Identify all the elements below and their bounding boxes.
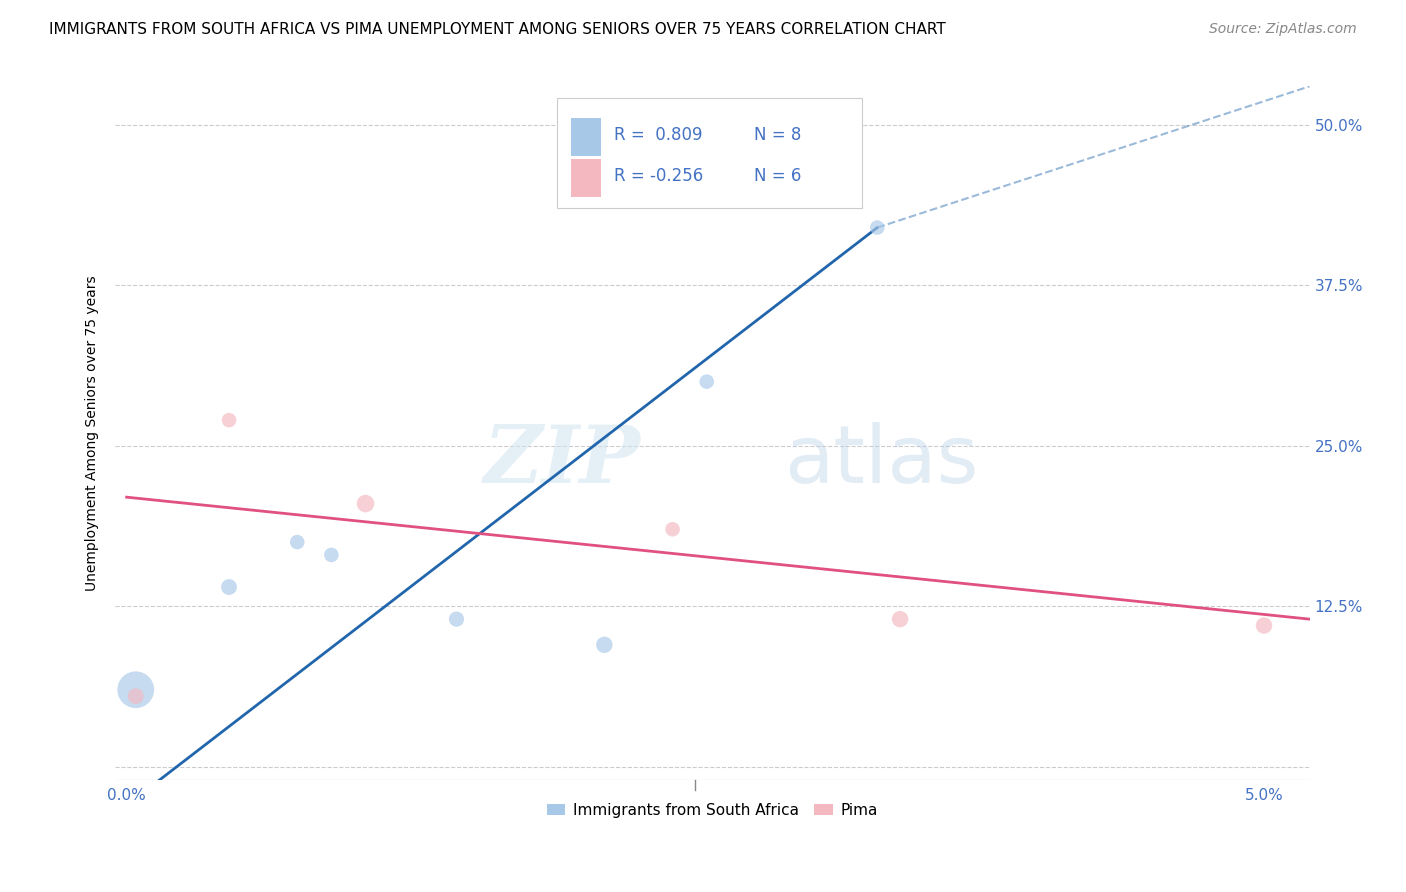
Point (866, 220, 889, 235)
Point (696, 375, 718, 389)
Text: Source: ZipAtlas.com: Source: ZipAtlas.com (1209, 22, 1357, 37)
Point (285, 535, 308, 549)
Legend: Immigrants from South Africa, Pima: Immigrants from South Africa, Pima (541, 797, 884, 824)
Point (661, 522, 683, 536)
Point (125, 682, 148, 697)
Point (446, 612, 468, 626)
Point (218, 413, 240, 427)
Text: R =  0.809: R = 0.809 (614, 126, 703, 144)
Text: N = 6: N = 6 (754, 168, 801, 186)
Text: atlas: atlas (785, 422, 979, 500)
Bar (571, 159, 602, 197)
Text: ZIP: ZIP (484, 422, 641, 500)
Point (125, 689, 148, 703)
FancyBboxPatch shape (557, 98, 862, 208)
Bar (571, 118, 602, 156)
Text: N = 8: N = 8 (754, 126, 801, 144)
Y-axis label: Unemployment Among Seniors over 75 years: Unemployment Among Seniors over 75 years (86, 275, 100, 591)
Point (1253, 618, 1275, 632)
Point (321, 548, 343, 562)
Point (354, 497, 377, 511)
Point (593, 638, 616, 652)
Text: R = -0.256: R = -0.256 (614, 168, 704, 186)
Text: IMMIGRANTS FROM SOUTH AFRICA VS PIMA UNEMPLOYMENT AMONG SENIORS OVER 75 YEARS CO: IMMIGRANTS FROM SOUTH AFRICA VS PIMA UNE… (49, 22, 946, 37)
Point (889, 612, 911, 626)
Point (218, 580, 240, 594)
